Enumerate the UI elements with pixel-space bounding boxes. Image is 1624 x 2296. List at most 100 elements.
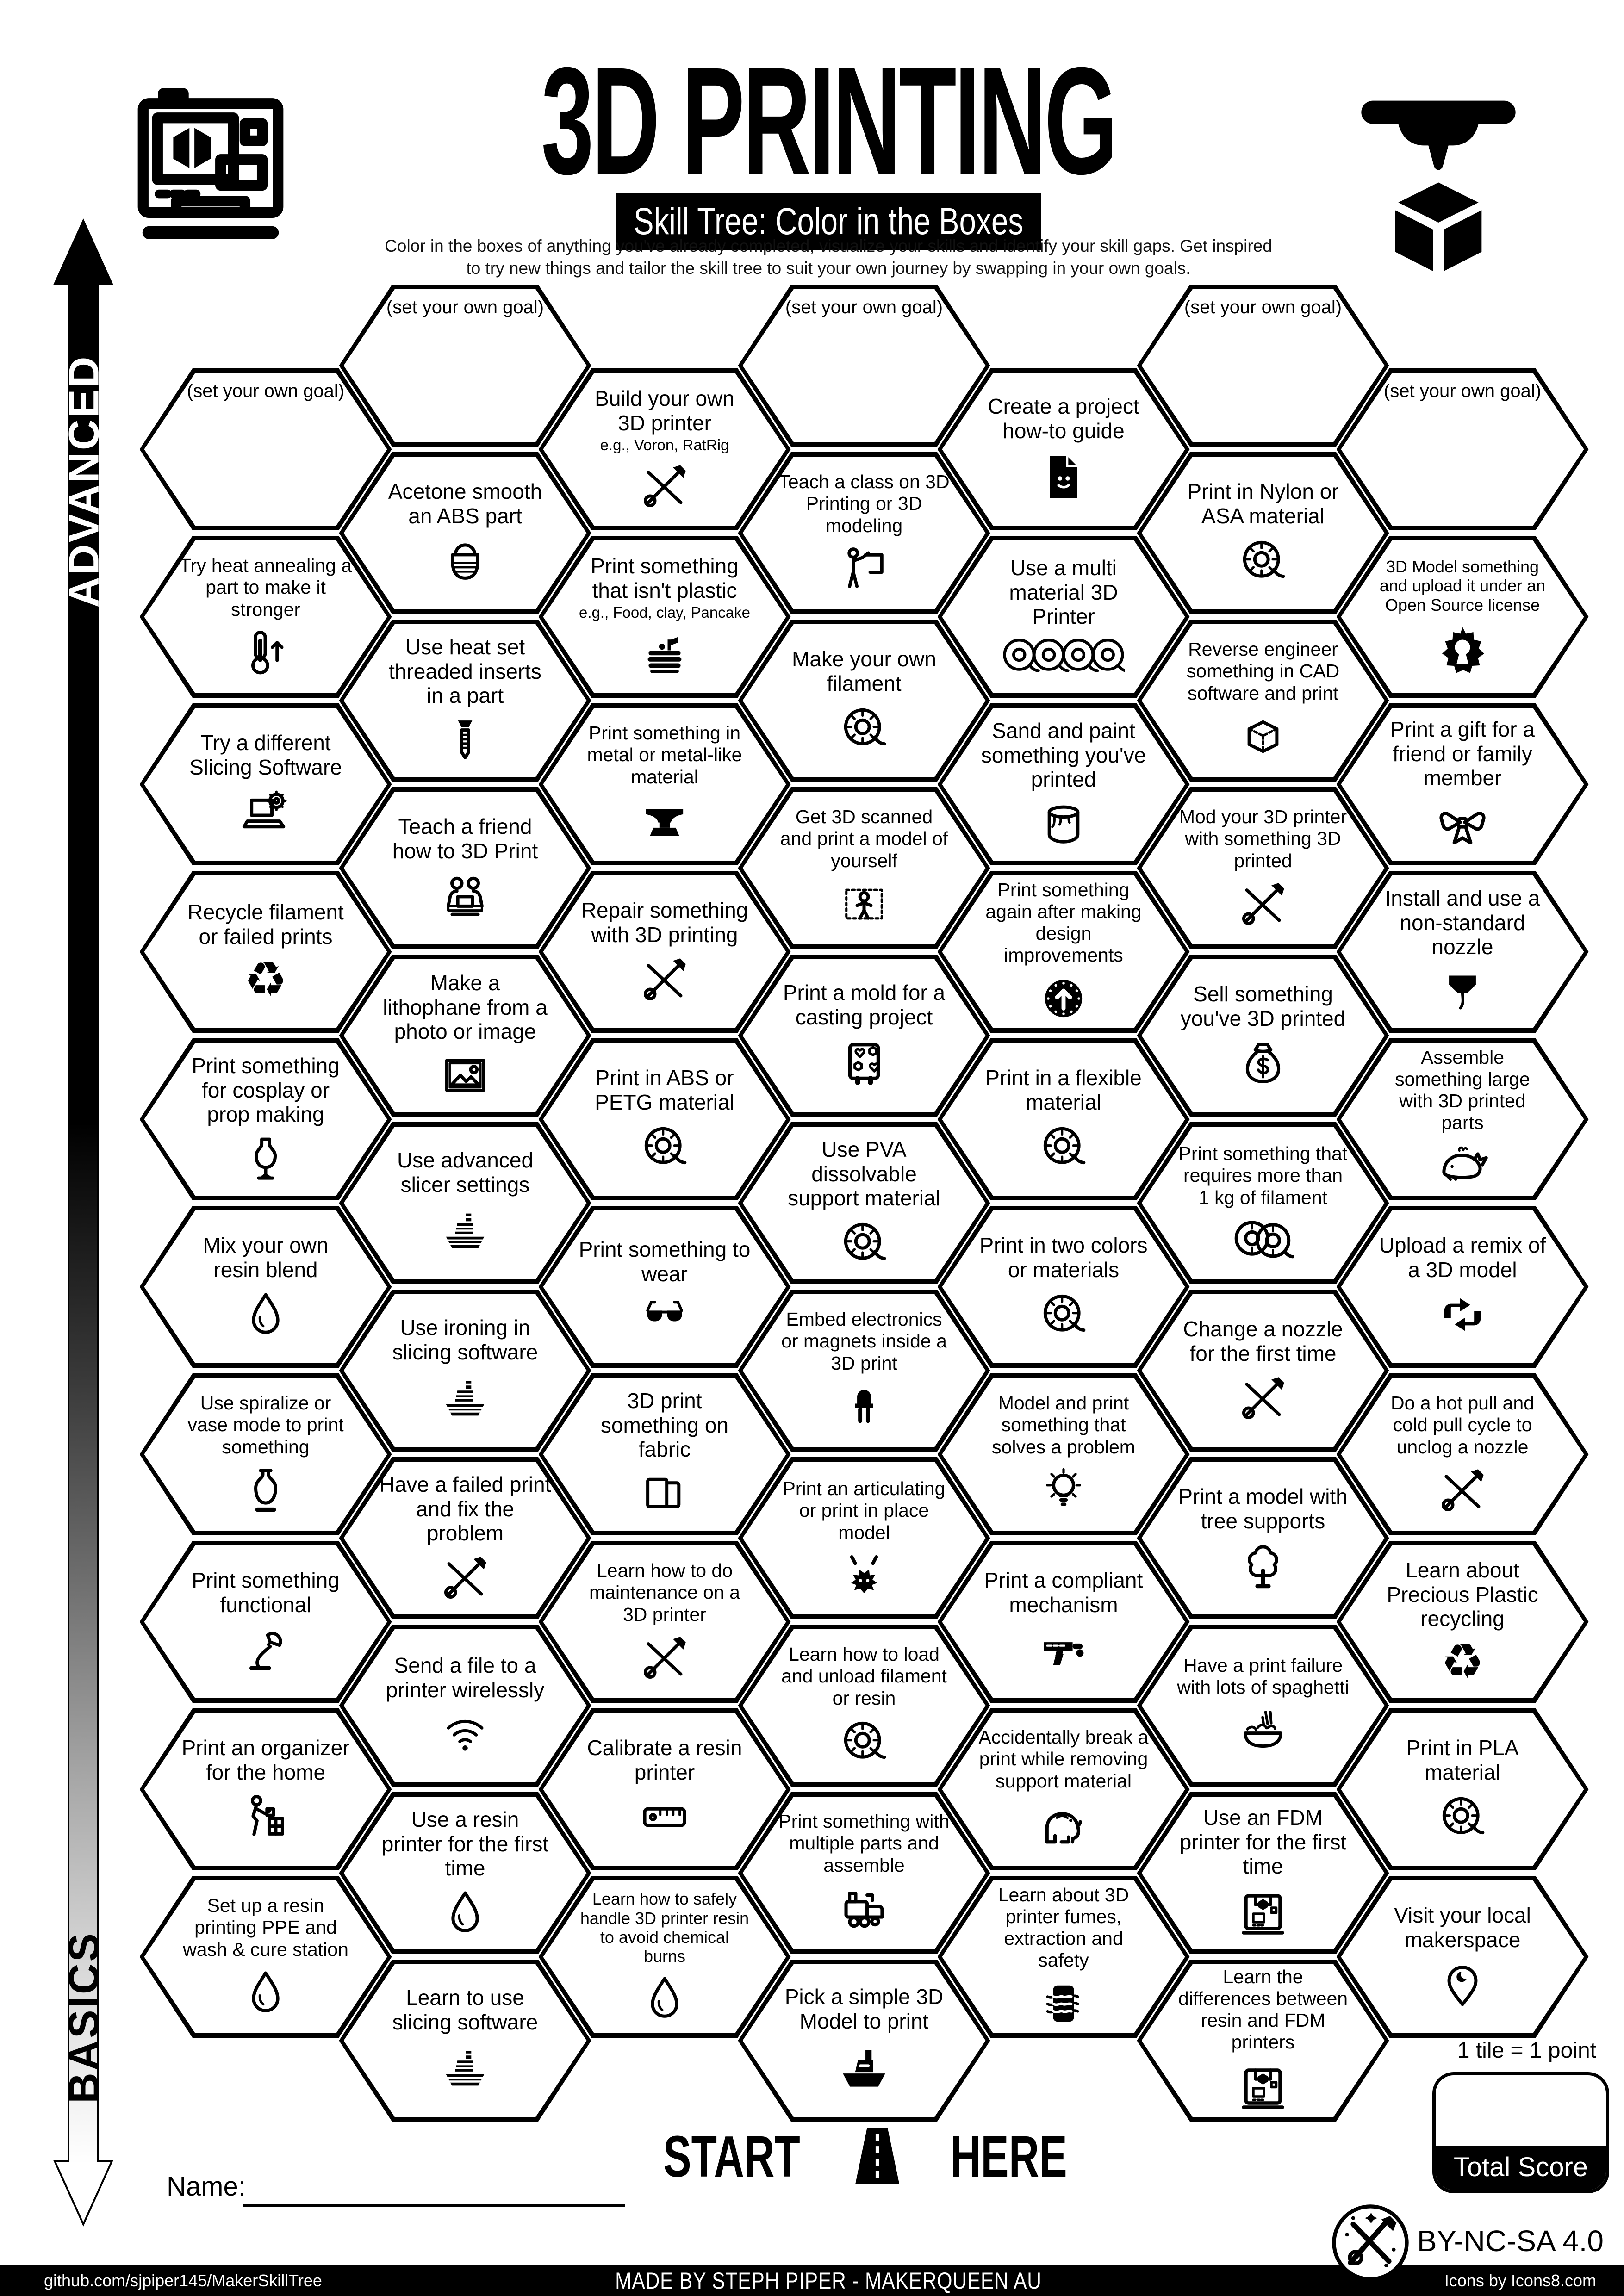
skill-tile[interactable]: Accidentally break a print while removin…: [937, 1708, 1190, 1870]
skill-tile[interactable]: Print something again after making desig…: [937, 871, 1190, 1033]
gift-bow-icon: [1435, 797, 1490, 851]
footer-icons-credit[interactable]: Icons by Icons8.com: [1444, 2271, 1596, 2290]
skill-tile-goal[interactable]: (set your own goal): [339, 285, 591, 447]
skill-tile[interactable]: Learn how to safely handle 3D printer re…: [538, 1876, 791, 2038]
skill-tile[interactable]: Mod your 3D printer with something 3D pr…: [1137, 787, 1389, 949]
skill-tile[interactable]: Build your own 3D printer e.g., Voron, Ra…: [538, 368, 791, 530]
skill-tile[interactable]: Visit your local makerspace: [1336, 1876, 1589, 2038]
skill-tile[interactable]: Learn about Precious Plastic recycling ♻: [1336, 1541, 1589, 1703]
skill-tile[interactable]: Set up a resin printing PPE and wash & c…: [139, 1876, 392, 2038]
skill-tile[interactable]: Repair something with 3D printing: [538, 871, 791, 1033]
skill-label: Accidentally break a print while removin…: [978, 1726, 1149, 1792]
hex-fill: [1341, 1378, 1584, 1531]
whale-icon: [1437, 1140, 1488, 1192]
skill-tile[interactable]: Print something functional: [139, 1541, 392, 1703]
hex-content: Print an articulating or print in place …: [738, 1457, 990, 1619]
skill-tile[interactable]: Use an FDM printer for the first time: [1137, 1792, 1389, 1954]
hex-fill: [343, 1964, 587, 2117]
total-score-box[interactable]: Total Score: [1432, 2072, 1609, 2193]
skill-tile[interactable]: Make a lithophane from a photo or image: [339, 955, 591, 1117]
skill-tile[interactable]: Use a multi material 3D Printer: [937, 536, 1190, 698]
skill-tile[interactable]: Mix your own resin blend: [139, 1206, 392, 1368]
skill-tile[interactable]: Print something that isn't plastic e.g., …: [538, 536, 791, 698]
skill-tile[interactable]: Print in ABS or PETG material: [538, 1038, 791, 1200]
skill-tile[interactable]: Teach a friend how to 3D Print: [339, 787, 591, 949]
skill-tile[interactable]: Send a file to a printer wirelessly: [339, 1625, 591, 1787]
skill-tile[interactable]: Sell something you've 3D printed: [1137, 955, 1389, 1117]
road-icon: [842, 2112, 912, 2200]
skill-tile[interactable]: Print something that requires more than …: [1137, 1122, 1389, 1284]
wifi-icon: [441, 1709, 490, 1758]
skill-tile[interactable]: Try a different Slicing Software: [139, 703, 392, 865]
skill-tile[interactable]: Acetone smooth an ABS part: [339, 452, 591, 614]
skill-tile[interactable]: Use heat set threaded inserts in a part: [339, 620, 591, 782]
score-entry-area[interactable]: [1436, 2075, 1606, 2146]
skill-tile[interactable]: Learn how to do maintenance on a 3D prin…: [538, 1541, 791, 1703]
skill-tile[interactable]: Pick a simple 3D Model to print: [738, 1960, 990, 2122]
skill-tile[interactable]: Print something in metal or metal-like m…: [538, 703, 791, 865]
skill-tile[interactable]: Teach a class on 3D Printing or 3D model…: [738, 452, 990, 614]
threaded-insert-icon: [439, 714, 491, 766]
skill-tile[interactable]: Make your own filament: [738, 620, 990, 782]
skill-label: Acetone smooth an ABS part: [388, 479, 542, 528]
hex-fill: [1141, 1797, 1385, 1949]
footer-repo-link[interactable]: github.com/sjpiper145/MakerSkillTree: [44, 2271, 322, 2290]
skill-tile[interactable]: Use a resin printer for the first time: [339, 1792, 591, 1954]
hex-fill: [1341, 1545, 1584, 1698]
skill-tile[interactable]: Learn the differences between resin and …: [1137, 1960, 1389, 2122]
skill-tile[interactable]: Upload a remix of a 3D model: [1336, 1206, 1589, 1368]
skill-tile[interactable]: Learn to use slicing software: [339, 1960, 591, 2122]
skill-tile[interactable]: Use advanced slicer settings: [339, 1122, 591, 1284]
skill-tile[interactable]: Print in a flexible material: [937, 1038, 1190, 1200]
skill-tile[interactable]: Use spiralize or vase mode to print some…: [139, 1373, 392, 1535]
skill-tile[interactable]: Use ironing in slicing software: [339, 1290, 591, 1452]
skill-tile[interactable]: Print in Nylon or ASA material: [1137, 452, 1389, 614]
skill-label: Learn to use slicing software: [392, 1986, 538, 2034]
start-here: START HERE: [637, 2112, 1090, 2200]
hex-fill: [144, 708, 387, 861]
skill-tile[interactable]: Calibrate a resin printer: [538, 1708, 791, 1870]
skill-tile[interactable]: Assemble something large with 3D printed…: [1336, 1038, 1589, 1200]
skill-tile[interactable]: Print an articulating or print in place …: [738, 1457, 990, 1619]
skill-tile-goal[interactable]: (set your own goal): [1336, 368, 1589, 530]
skill-tile[interactable]: Model and print something that solves a …: [937, 1373, 1190, 1535]
skill-tile[interactable]: Install and use a non-standard nozzle: [1336, 871, 1589, 1033]
skill-tile[interactable]: Print something for cosplay or prop maki…: [139, 1038, 392, 1200]
skill-tile[interactable]: Reverse engineer something in CAD softwa…: [1137, 620, 1389, 782]
skill-tile[interactable]: Try heat annealing a part to make it str…: [139, 536, 392, 698]
skill-tile-goal[interactable]: (set your own goal): [738, 285, 990, 447]
hex-content: Print a mold for a casting project: [738, 955, 990, 1117]
skill-tile[interactable]: Print a model with tree supports: [1137, 1457, 1389, 1619]
hex-content: Accidentally break a print while removin…: [938, 1708, 1190, 1870]
skill-tile[interactable]: Learn about 3D printer fumes, extraction…: [937, 1876, 1190, 2038]
skill-tile-goal[interactable]: (set your own goal): [139, 368, 392, 530]
skill-tile[interactable]: 3D print something on fabric: [538, 1373, 791, 1535]
skill-tile[interactable]: Print something to wear: [538, 1206, 791, 1368]
skill-tile[interactable]: Create a project how-to guide: [937, 368, 1190, 530]
skill-tile[interactable]: Print in two colors or materials: [937, 1206, 1190, 1368]
skill-tile[interactable]: Use PVA dissolvable support material: [738, 1122, 990, 1284]
skill-tile[interactable]: Learn how to load and unload filament or…: [738, 1625, 990, 1787]
skill-tile[interactable]: Print a compliant mechanism: [937, 1541, 1190, 1703]
hex-fill: [543, 875, 786, 1028]
skill-tile[interactable]: Print a mold for a casting project: [738, 955, 990, 1117]
name-input-line[interactable]: [243, 2204, 625, 2207]
skill-tile[interactable]: Print something with multiple parts and …: [738, 1792, 990, 1954]
hex-content: Create a project how-to guide: [938, 368, 1190, 530]
skill-tile[interactable]: Have a print failure with lots of spaghe…: [1137, 1625, 1389, 1787]
skill-tile[interactable]: Embed electronics or magnets inside a 3D…: [738, 1290, 990, 1452]
skill-tile[interactable]: Change a nozzle for the first time: [1137, 1290, 1389, 1452]
skill-tile[interactable]: Sand and paint something you've printed: [937, 703, 1190, 865]
skill-tile[interactable]: Print in PLA material: [1336, 1708, 1589, 1870]
skill-tile[interactable]: Do a hot pull and cold pull cycle to unc…: [1336, 1373, 1589, 1535]
skill-tile[interactable]: Get 3D scanned and print a model of your…: [738, 787, 990, 949]
skill-tile[interactable]: Print a gift for a friend or family memb…: [1336, 703, 1589, 865]
resin-drop-icon: [639, 1973, 691, 2024]
skill-tile[interactable]: 3D Model something and upload it under a…: [1336, 536, 1589, 698]
hex-fill: [343, 1629, 587, 1782]
skill-tile[interactable]: Have a failed print and fix the problem: [339, 1457, 591, 1619]
hex-content: Use a multi material 3D Printer: [938, 536, 1190, 698]
skill-tile[interactable]: Print an organizer for the home: [139, 1708, 392, 1870]
skill-tile-goal[interactable]: (set your own goal): [1137, 285, 1389, 447]
skill-tile[interactable]: Recycle filament or failed prints ♻: [139, 871, 392, 1033]
